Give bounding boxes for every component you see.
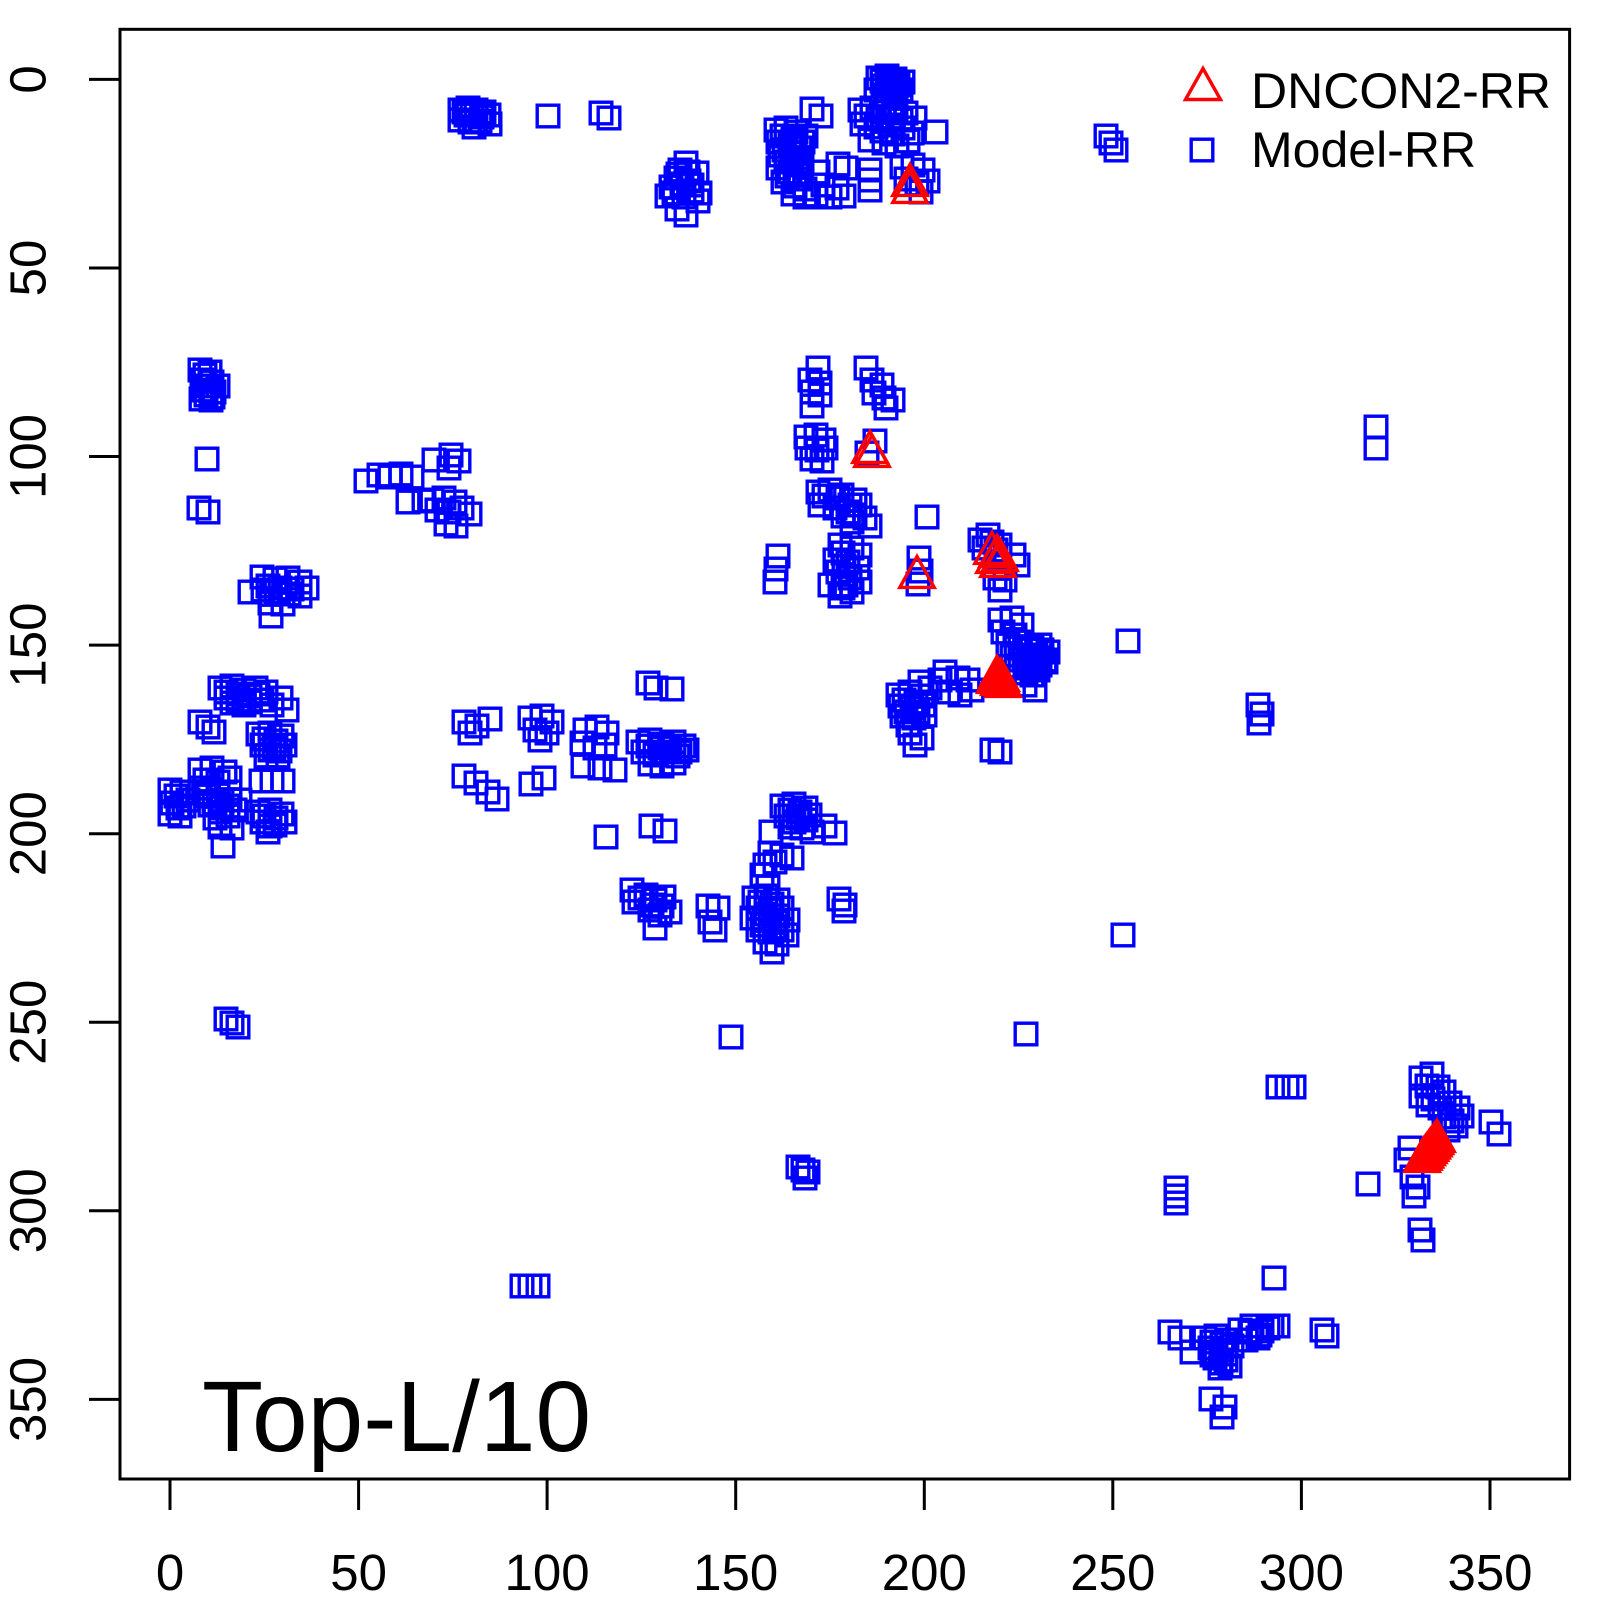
svg-text:350: 350 [1447, 1544, 1532, 1600]
svg-text:150: 150 [693, 1544, 778, 1600]
svg-text:250: 250 [0, 980, 56, 1065]
svg-text:Model-RR: Model-RR [1251, 122, 1476, 178]
svg-text:100: 100 [505, 1544, 590, 1600]
svg-text:0: 0 [156, 1544, 184, 1600]
svg-text:300: 300 [0, 1168, 57, 1253]
svg-text:200: 200 [882, 1544, 967, 1600]
svg-text:100: 100 [0, 414, 57, 499]
svg-text:300: 300 [1259, 1544, 1344, 1600]
svg-text:50: 50 [330, 1544, 387, 1600]
svg-text:350: 350 [0, 1357, 57, 1442]
svg-text:Top-L/10: Top-L/10 [202, 1361, 591, 1473]
svg-text:DNCON2-RR: DNCON2-RR [1251, 63, 1551, 119]
svg-text:150: 150 [0, 603, 57, 688]
svg-text:50: 50 [0, 240, 57, 297]
svg-text:200: 200 [0, 791, 57, 876]
svg-text:0: 0 [0, 65, 57, 93]
svg-text:250: 250 [1070, 1544, 1155, 1600]
